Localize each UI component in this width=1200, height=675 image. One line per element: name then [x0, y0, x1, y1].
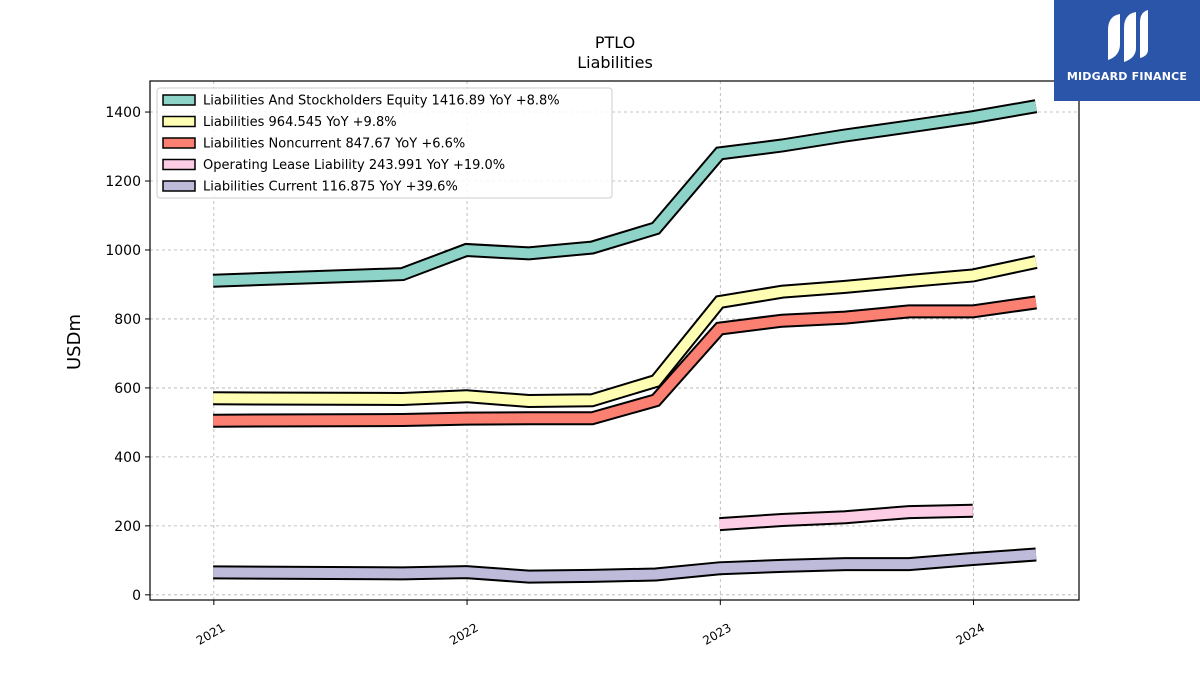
legend-swatch [162, 180, 196, 192]
y-tick-label: 800 [114, 312, 141, 328]
series-line [719, 505, 973, 530]
series-layer [212, 99, 1038, 584]
y-tick-label: 0 [132, 588, 141, 604]
series-line [212, 101, 1037, 286]
plot-frame [149, 80, 1080, 601]
legend: Liabilities And Stockholders Equity 1416… [156, 87, 613, 199]
legend-entry: Liabilities 964.545 YoY +9.8% [203, 115, 397, 130]
x-tick-label: 2022 [447, 620, 480, 647]
x-tick-label: 2024 [954, 620, 987, 647]
legend-entry: Operating Lease Liability 243.991 YoY +1… [203, 158, 505, 173]
y-tick-label: 400 [114, 450, 141, 466]
brand-mark-icon [1108, 10, 1148, 62]
x-tick-label: 2023 [700, 620, 733, 647]
legend-box [156, 87, 613, 199]
y-axis-ticks: 0 200 400 600 800 1000 1200 1400 [105, 105, 150, 604]
series-line [213, 297, 1037, 426]
legend-swatch [162, 158, 196, 171]
brand-name: MIDGARD FINANCE [1066, 70, 1188, 83]
y-tick-label: 1000 [105, 243, 141, 259]
y-axis-label: USDm [64, 314, 85, 370]
chart-subtitle: Liabilities [577, 53, 653, 72]
legend-entry: Liabilities Noncurrent 847.67 YoY +6.6% [203, 137, 465, 152]
x-tick-label: 2021 [194, 620, 227, 647]
legend-swatch [162, 137, 196, 149]
brand-logo: MIDGARD FINANCE [1054, 0, 1200, 101]
legend-swatch [162, 94, 196, 106]
legend-entry: Liabilities And Stockholders Equity 1416… [203, 94, 560, 109]
x-axis-ticks: 2021 2022 2023 2024 [194, 600, 987, 648]
y-tick-label: 1200 [105, 174, 141, 190]
y-tick-label: 600 [114, 381, 141, 397]
series-line [213, 257, 1038, 407]
series-line [213, 549, 1037, 582]
y-tick-label: 1400 [105, 105, 141, 121]
y-tick-label: 200 [114, 519, 141, 535]
legend-swatch [162, 115, 196, 128]
legend-entry: Liabilities Current 116.875 YoY +39.6% [203, 180, 458, 195]
chart-title: PTLO [595, 33, 635, 52]
